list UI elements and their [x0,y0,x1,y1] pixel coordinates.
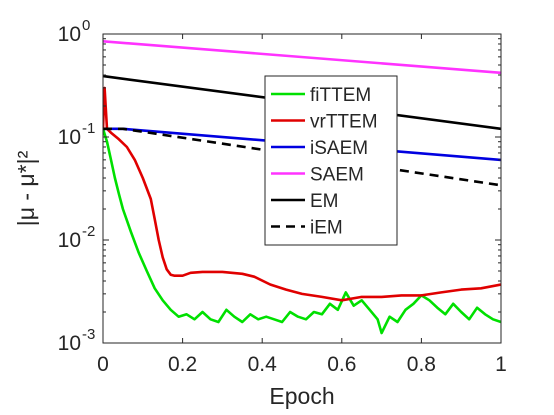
y-tick-label: 10 [58,332,81,355]
y-tick-label: 10 [58,23,81,46]
x-tick-label: 0.2 [168,353,197,376]
series-line-vrttem [103,86,501,302]
legend: fiTTEM vrTTEM iSAEM SAEM EM iEM [264,75,398,246]
y-tick-exponent: -1 [82,120,95,137]
y-tick-exponent: 0 [82,17,90,34]
legend-label-em: EM [310,191,339,212]
plot-frame [102,33,502,344]
legend-label-iem: iEM [310,218,343,239]
x-tick-label: 0.4 [248,353,278,376]
x-axis-label: Epoch [269,383,334,409]
legend-label-fittem: fiTTEM [310,85,371,106]
legend-label-vrttem: vrTTEM [310,112,378,133]
y-tick-exponent: -3 [82,326,95,343]
x-tick-label: 0.8 [407,353,436,376]
series-line-saem [103,40,501,75]
y-tick-label: 10 [58,229,81,252]
series-line-fittem [103,128,501,335]
y-axis-label: |μ - μ*|² [13,150,39,226]
legend-label-isaem: iSAEM [310,138,368,159]
y-tick-exponent: -2 [82,223,95,240]
x-tick-label: 0.6 [327,353,356,376]
legend-label-saem: SAEM [310,165,364,186]
x-tick-label: 1 [495,353,507,376]
x-tick-label: 0 [97,353,109,376]
y-tick-label: 10 [58,126,81,149]
legend-box [264,75,398,246]
